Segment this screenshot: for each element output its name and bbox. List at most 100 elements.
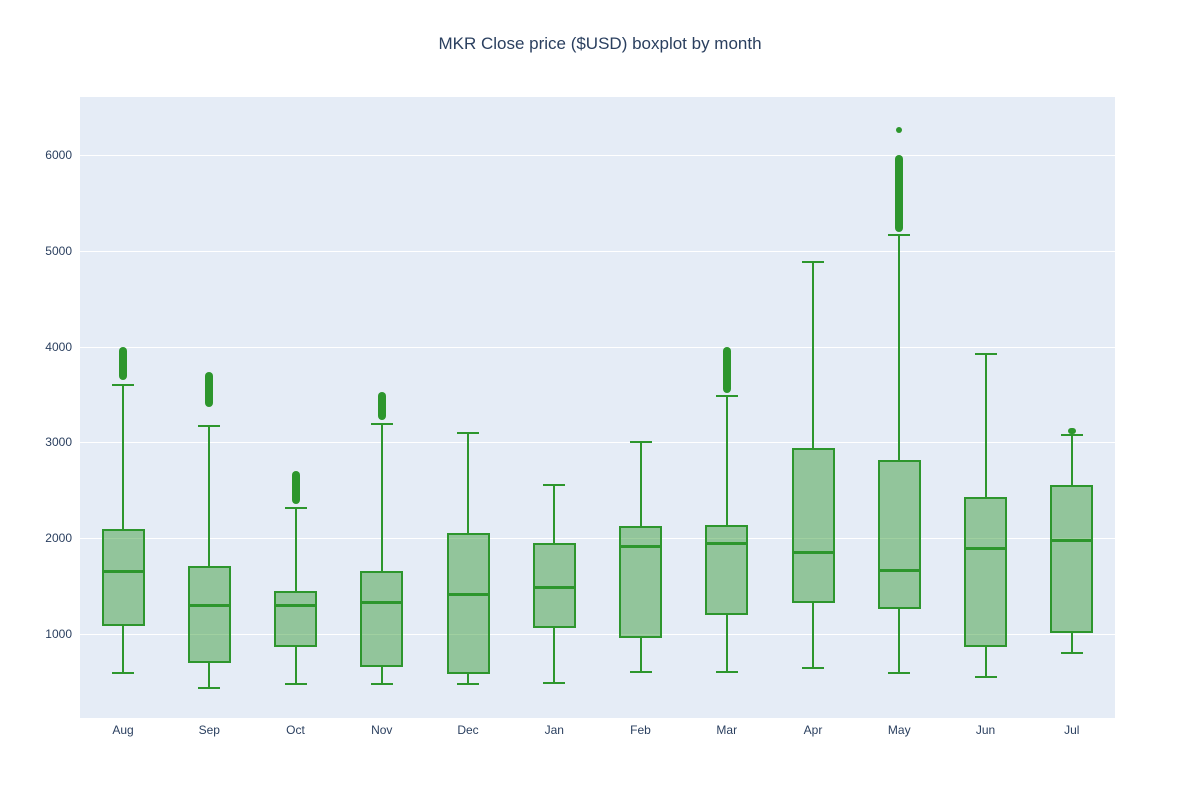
box-sep[interactable] — [187, 565, 231, 663]
y-tick-label: 6000 — [45, 148, 72, 163]
whisker-cap-min-feb[interactable] — [629, 670, 652, 673]
whisker-cap-min-apr[interactable] — [802, 666, 825, 669]
whisker-upper-aug[interactable] — [122, 384, 125, 530]
box-may[interactable] — [877, 459, 921, 610]
outliers-mar[interactable] — [722, 346, 731, 393]
x-tick-dec: Dec — [457, 723, 479, 737]
outliers-may[interactable] — [895, 155, 904, 232]
whisker-cap-max-oct[interactable] — [284, 506, 307, 509]
gridline-6000 — [80, 155, 1115, 157]
y-tick-label: 2000 — [45, 531, 72, 546]
box-jul[interactable] — [1050, 484, 1094, 634]
whisker-lower-jul[interactable] — [1070, 633, 1073, 653]
median-may[interactable] — [877, 568, 921, 572]
whisker-cap-min-dec[interactable] — [457, 682, 480, 685]
x-tick-jun: Jun — [975, 723, 996, 737]
x-tick-aug: Aug — [112, 723, 134, 737]
whisker-upper-apr[interactable] — [812, 260, 815, 448]
outlier-point-may-0[interactable] — [896, 127, 903, 134]
median-jul[interactable] — [1050, 538, 1094, 542]
median-feb[interactable] — [619, 544, 663, 548]
whisker-upper-feb[interactable] — [639, 440, 642, 526]
whisker-cap-min-oct[interactable] — [284, 682, 307, 685]
box-aug[interactable] — [101, 529, 145, 627]
gridline-5000 — [80, 251, 1115, 253]
whisker-cap-max-apr[interactable] — [802, 260, 825, 263]
whisker-cap-min-mar[interactable] — [715, 670, 738, 673]
box-mar[interactable] — [705, 524, 749, 615]
chart-title: MKR Close price ($USD) boxplot by month — [438, 34, 762, 53]
x-tick-jul: Jul — [1064, 723, 1080, 737]
median-sep[interactable] — [187, 604, 231, 608]
whisker-lower-feb[interactable] — [639, 637, 642, 671]
whisker-cap-min-jun[interactable] — [974, 676, 997, 679]
box-dec[interactable] — [446, 532, 490, 675]
whisker-cap-max-jun[interactable] — [974, 353, 997, 356]
whisker-cap-min-nov[interactable] — [370, 682, 393, 685]
outliers-sep[interactable] — [205, 371, 214, 407]
y-tick-label: 4000 — [45, 339, 72, 354]
box-nov[interactable] — [360, 570, 404, 667]
whisker-upper-oct[interactable] — [294, 506, 297, 591]
whisker-cap-min-jul[interactable] — [1060, 652, 1083, 655]
whisker-cap-min-may[interactable] — [888, 671, 911, 674]
whisker-lower-nov[interactable] — [380, 666, 383, 683]
median-aug[interactable] — [101, 569, 145, 573]
outliers-jul[interactable] — [1067, 427, 1076, 434]
median-oct[interactable] — [274, 604, 318, 608]
whisker-cap-max-feb[interactable] — [629, 440, 652, 443]
whisker-lower-jan[interactable] — [553, 627, 556, 682]
x-tick-mar: Mar — [716, 723, 738, 737]
whisker-upper-may[interactable] — [898, 233, 901, 460]
whisker-upper-dec[interactable] — [467, 431, 470, 533]
median-jan[interactable] — [532, 585, 576, 589]
box-apr[interactable] — [791, 447, 835, 603]
whisker-lower-dec[interactable] — [467, 674, 470, 683]
median-nov[interactable] — [360, 600, 404, 604]
whisker-cap-max-jan[interactable] — [543, 483, 566, 486]
whisker-cap-min-jan[interactable] — [543, 681, 566, 684]
gridline-2000 — [80, 538, 1115, 540]
whisker-upper-jun[interactable] — [984, 353, 987, 498]
median-dec[interactable] — [446, 592, 490, 596]
whisker-lower-jun[interactable] — [984, 647, 987, 677]
box-feb[interactable] — [619, 525, 663, 638]
whisker-upper-jul[interactable] — [1070, 433, 1073, 485]
whisker-upper-sep[interactable] — [208, 425, 211, 566]
median-jun[interactable] — [964, 546, 1008, 550]
x-tick-nov: Nov — [371, 723, 393, 737]
whisker-cap-min-aug[interactable] — [112, 672, 135, 675]
outliers-nov[interactable] — [377, 391, 386, 421]
gridline-4000 — [80, 346, 1115, 348]
whisker-cap-max-mar[interactable] — [715, 394, 738, 397]
whisker-lower-oct[interactable] — [294, 646, 297, 683]
whisker-lower-may[interactable] — [898, 609, 901, 672]
median-apr[interactable] — [791, 550, 835, 554]
gridline-3000 — [80, 442, 1115, 444]
whisker-upper-nov[interactable] — [380, 423, 383, 571]
median-mar[interactable] — [705, 541, 749, 545]
whisker-lower-apr[interactable] — [812, 602, 815, 667]
whisker-cap-max-dec[interactable] — [457, 431, 480, 434]
whisker-cap-max-sep[interactable] — [198, 425, 221, 428]
whisker-cap-max-nov[interactable] — [370, 423, 393, 426]
x-tick-sep: Sep — [198, 723, 220, 737]
whisker-cap-max-aug[interactable] — [112, 384, 135, 387]
outliers-aug[interactable] — [119, 346, 128, 381]
box-jan[interactable] — [532, 542, 576, 628]
x-tick-apr: Apr — [803, 723, 823, 737]
outliers-oct[interactable] — [291, 471, 300, 504]
whisker-lower-sep[interactable] — [208, 662, 211, 687]
plot-area[interactable] — [80, 97, 1115, 718]
whisker-lower-aug[interactable] — [122, 626, 125, 673]
whisker-cap-min-sep[interactable] — [198, 686, 221, 689]
whisker-upper-jan[interactable] — [553, 483, 556, 543]
gridline-1000 — [80, 633, 1115, 635]
whisker-lower-mar[interactable] — [725, 614, 728, 671]
whisker-cap-max-may[interactable] — [888, 233, 911, 236]
whisker-cap-max-jul[interactable] — [1060, 433, 1083, 436]
box-oct[interactable] — [274, 590, 318, 647]
whisker-upper-mar[interactable] — [725, 394, 728, 525]
box-jun[interactable] — [964, 497, 1008, 648]
